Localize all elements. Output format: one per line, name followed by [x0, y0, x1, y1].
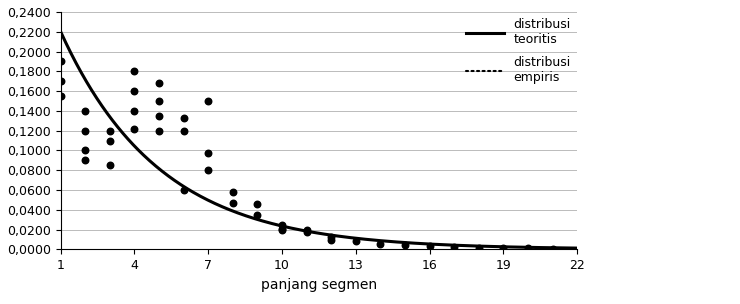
Point	[276, 222, 288, 227]
Point	[178, 115, 189, 120]
Point	[547, 246, 559, 251]
X-axis label: panjang segmen: panjang segmen	[261, 278, 377, 292]
Point	[399, 243, 411, 248]
Point	[129, 89, 141, 94]
Point	[473, 245, 485, 250]
Point	[55, 59, 67, 64]
Legend: distribusi
teoritis, distribusi
empiris: distribusi teoritis, distribusi empiris	[466, 18, 571, 84]
Point	[79, 148, 91, 153]
Point	[153, 81, 165, 86]
Point	[178, 128, 189, 133]
Point	[252, 201, 263, 206]
Point	[497, 246, 509, 251]
Point	[227, 200, 239, 205]
Point	[448, 244, 460, 249]
Point	[79, 109, 91, 113]
Point	[129, 69, 141, 74]
Point	[276, 227, 288, 232]
Point	[104, 128, 115, 133]
Point	[300, 230, 312, 235]
Point	[178, 188, 189, 192]
Point	[55, 94, 67, 98]
Point	[202, 98, 214, 103]
Point	[300, 227, 312, 232]
Point	[153, 98, 165, 103]
Point	[104, 163, 115, 168]
Point	[104, 138, 115, 143]
Point	[522, 246, 534, 251]
Point	[129, 109, 141, 113]
Point	[55, 79, 67, 84]
Point	[153, 128, 165, 133]
Point	[202, 151, 214, 156]
Point	[276, 226, 288, 231]
Point	[350, 239, 362, 244]
Point	[227, 189, 239, 194]
Point	[79, 158, 91, 163]
Point	[326, 235, 337, 240]
Point	[202, 168, 214, 173]
Point	[79, 128, 91, 133]
Point	[424, 244, 436, 249]
Point	[326, 238, 337, 243]
Point	[374, 242, 386, 247]
Point	[252, 212, 263, 217]
Point	[153, 113, 165, 118]
Point	[129, 126, 141, 131]
